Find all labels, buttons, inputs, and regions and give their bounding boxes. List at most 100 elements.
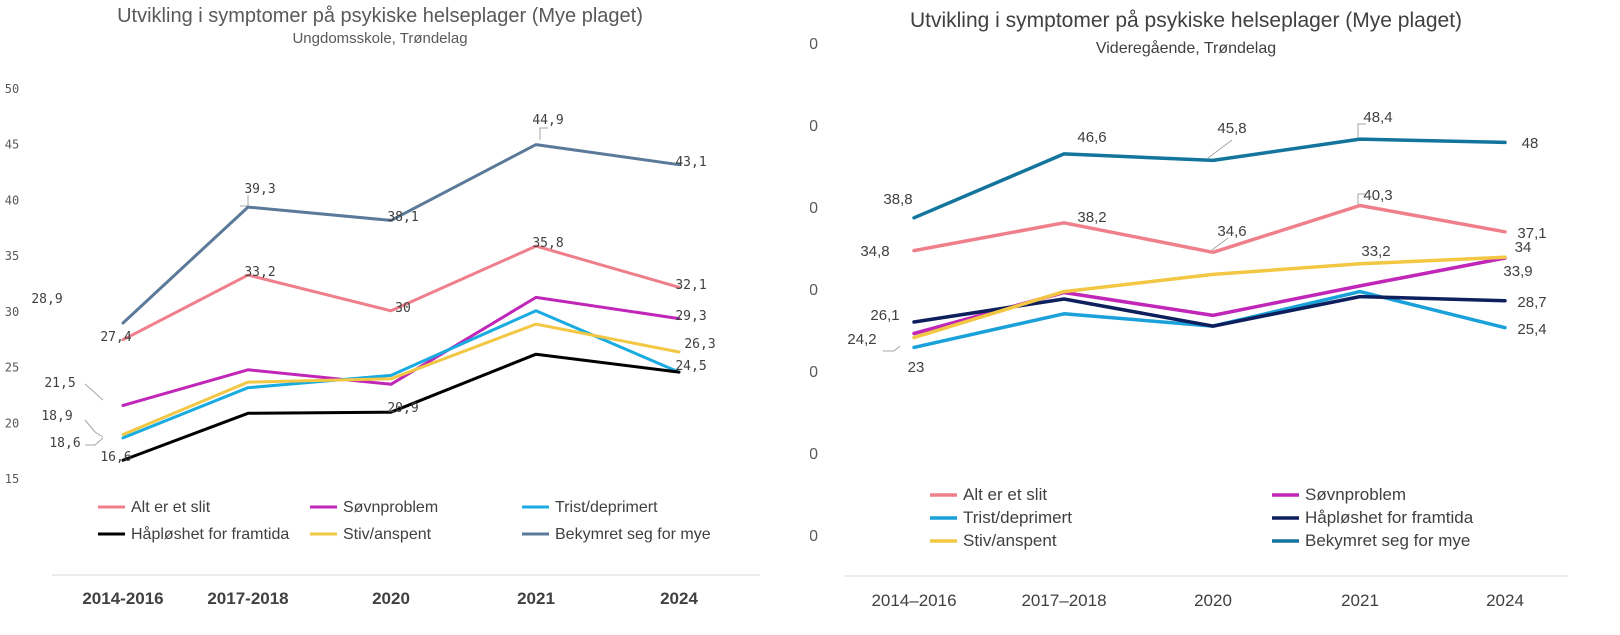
- y-tick-label: 0: [810, 528, 818, 545]
- y-tick-label: 60: [810, 36, 818, 53]
- x-tick-label: 2024: [660, 589, 698, 608]
- series-line-alt-er-et-slit: [912, 203, 1507, 255]
- y-tick-label: 40: [5, 193, 19, 207]
- data-label: 18,6: [49, 436, 80, 451]
- legend-label: Alt er et slit: [963, 485, 1047, 504]
- data-label: 33,9: [1503, 263, 1532, 280]
- data-label: 26,1: [870, 307, 899, 324]
- legend-label: Stiv/anspent: [343, 526, 432, 543]
- x-tick-label: 2024: [1486, 591, 1524, 610]
- x-tick-label: 2021: [517, 589, 555, 608]
- data-label: 39,3: [244, 182, 275, 197]
- data-label: 45,8: [1217, 120, 1246, 137]
- data-label: 28,7: [1517, 294, 1546, 311]
- label-leader-line: [1211, 237, 1229, 251]
- chart-svg: Utvikling i symptomer på psykiske helsep…: [5, 5, 760, 608]
- legend-label: Håpløshet for framtida: [131, 525, 289, 543]
- data-label: 24,2: [847, 331, 876, 348]
- x-tick-label: 2017–2018: [1021, 591, 1106, 610]
- series-line-trist-deprimert: [912, 289, 1507, 350]
- y-tick-label: 20: [5, 416, 19, 430]
- y-tick-label: 20: [810, 364, 818, 381]
- series-line-bekymret-seg-for-mye: [121, 143, 681, 325]
- label-leader-line: [85, 437, 104, 446]
- chart-title: Utvikling i symptomer på psykiske helsep…: [910, 9, 1462, 32]
- data-label: 26,3: [684, 337, 715, 352]
- chart-ungdomsskole: Utvikling i symptomer på psykiske helsep…: [0, 0, 800, 630]
- data-label: 20,9: [387, 401, 418, 416]
- series-line-søvnproblem: [121, 295, 681, 407]
- y-tick-label: 10: [810, 446, 818, 463]
- data-label: 25,4: [1517, 321, 1546, 338]
- chart-subtitle: Ungdomsskole, Trøndelag: [292, 30, 467, 47]
- y-tick-label: 45: [5, 138, 19, 152]
- y-tick-label: 15: [5, 472, 19, 486]
- label-leader-line: [1357, 193, 1366, 206]
- label-leader-line: [1357, 123, 1366, 138]
- data-label: 30: [395, 301, 411, 316]
- series-line-stiv-anspent: [912, 255, 1507, 340]
- legend-label: Søvnproblem: [1305, 485, 1406, 504]
- series-line-håpløshet-for-framtida: [121, 352, 681, 462]
- y-tick-label: 35: [5, 249, 19, 263]
- data-label: 34,6: [1217, 223, 1246, 240]
- data-label: 21,5: [44, 376, 75, 391]
- data-label: 48: [1522, 135, 1539, 152]
- y-tick-label: 25: [5, 361, 19, 375]
- legend-label: Stiv/anspent: [963, 531, 1057, 550]
- legend-label: Søvnproblem: [343, 499, 438, 516]
- data-label: 48,4: [1363, 109, 1392, 126]
- legend-label: Trist/deprimert: [963, 508, 1072, 527]
- data-label: 18,9: [41, 409, 72, 424]
- series-line-trist-deprimert: [121, 309, 681, 440]
- x-tick-label: 2020: [372, 589, 410, 608]
- legend-label: Alt er et slit: [131, 499, 211, 516]
- x-tick-label: 2020: [1194, 591, 1232, 610]
- x-tick-label: 2014-2016: [82, 589, 163, 608]
- label-leader-line: [1207, 139, 1233, 159]
- chart-videregaende: Utvikling i symptomer på psykiske helsep…: [800, 0, 1620, 630]
- series-line-alt-er-et-slit: [121, 244, 681, 342]
- label-leader-line: [883, 345, 901, 352]
- data-label: 34: [1515, 239, 1532, 256]
- y-tick-label: 30: [5, 305, 19, 319]
- data-label: 38,1: [387, 210, 418, 225]
- data-label: 27,4: [100, 330, 131, 345]
- y-tick-label: 50: [5, 82, 19, 96]
- series-line-stiv-anspent: [121, 322, 681, 436]
- data-label: 38,8: [883, 191, 912, 208]
- data-label: 37,1: [1517, 225, 1546, 242]
- label-leader-line: [84, 419, 104, 438]
- series-line-bekymret-seg-for-mye: [912, 137, 1507, 220]
- data-label: 35,8: [532, 236, 563, 251]
- data-label: 29,3: [675, 309, 706, 324]
- label-leader-line: [539, 127, 548, 140]
- data-label: 40,3: [1363, 187, 1392, 204]
- x-tick-label: 2017-2018: [207, 589, 288, 608]
- data-label: 38,2: [1077, 209, 1106, 226]
- data-label: 16,6: [100, 450, 131, 465]
- chart-svg: Utvikling i symptomer på psykiske helsep…: [800, 9, 1568, 610]
- data-label: 23: [908, 359, 925, 376]
- legend-label: Bekymret seg for mye: [555, 526, 711, 543]
- legend-label: Trist/deprimert: [555, 499, 658, 516]
- legend-label: Bekymret seg for mye: [1305, 531, 1470, 550]
- data-label: 28,9: [31, 292, 62, 307]
- data-label: 44,9: [532, 113, 563, 128]
- y-tick-label: 50: [810, 118, 818, 135]
- y-tick-label: 30: [810, 282, 818, 299]
- data-label: 32,1: [675, 278, 706, 293]
- legend-label: Håpløshet for framtida: [1305, 508, 1474, 527]
- data-label: 43,1: [675, 155, 706, 170]
- x-tick-label: 2014–2016: [871, 591, 956, 610]
- label-leader-line: [84, 383, 104, 401]
- data-label: 24,5: [675, 359, 706, 374]
- series-line-søvnproblem: [912, 256, 1507, 336]
- y-tick-label: 40: [810, 200, 818, 217]
- x-tick-label: 2021: [1341, 591, 1379, 610]
- data-label: 46,6: [1077, 129, 1106, 146]
- data-label: 34,8: [860, 243, 889, 260]
- data-label: 33,2: [244, 265, 275, 280]
- data-label: 33,2: [1361, 243, 1390, 260]
- chart-subtitle: Videregående, Trøndelag: [1096, 39, 1276, 57]
